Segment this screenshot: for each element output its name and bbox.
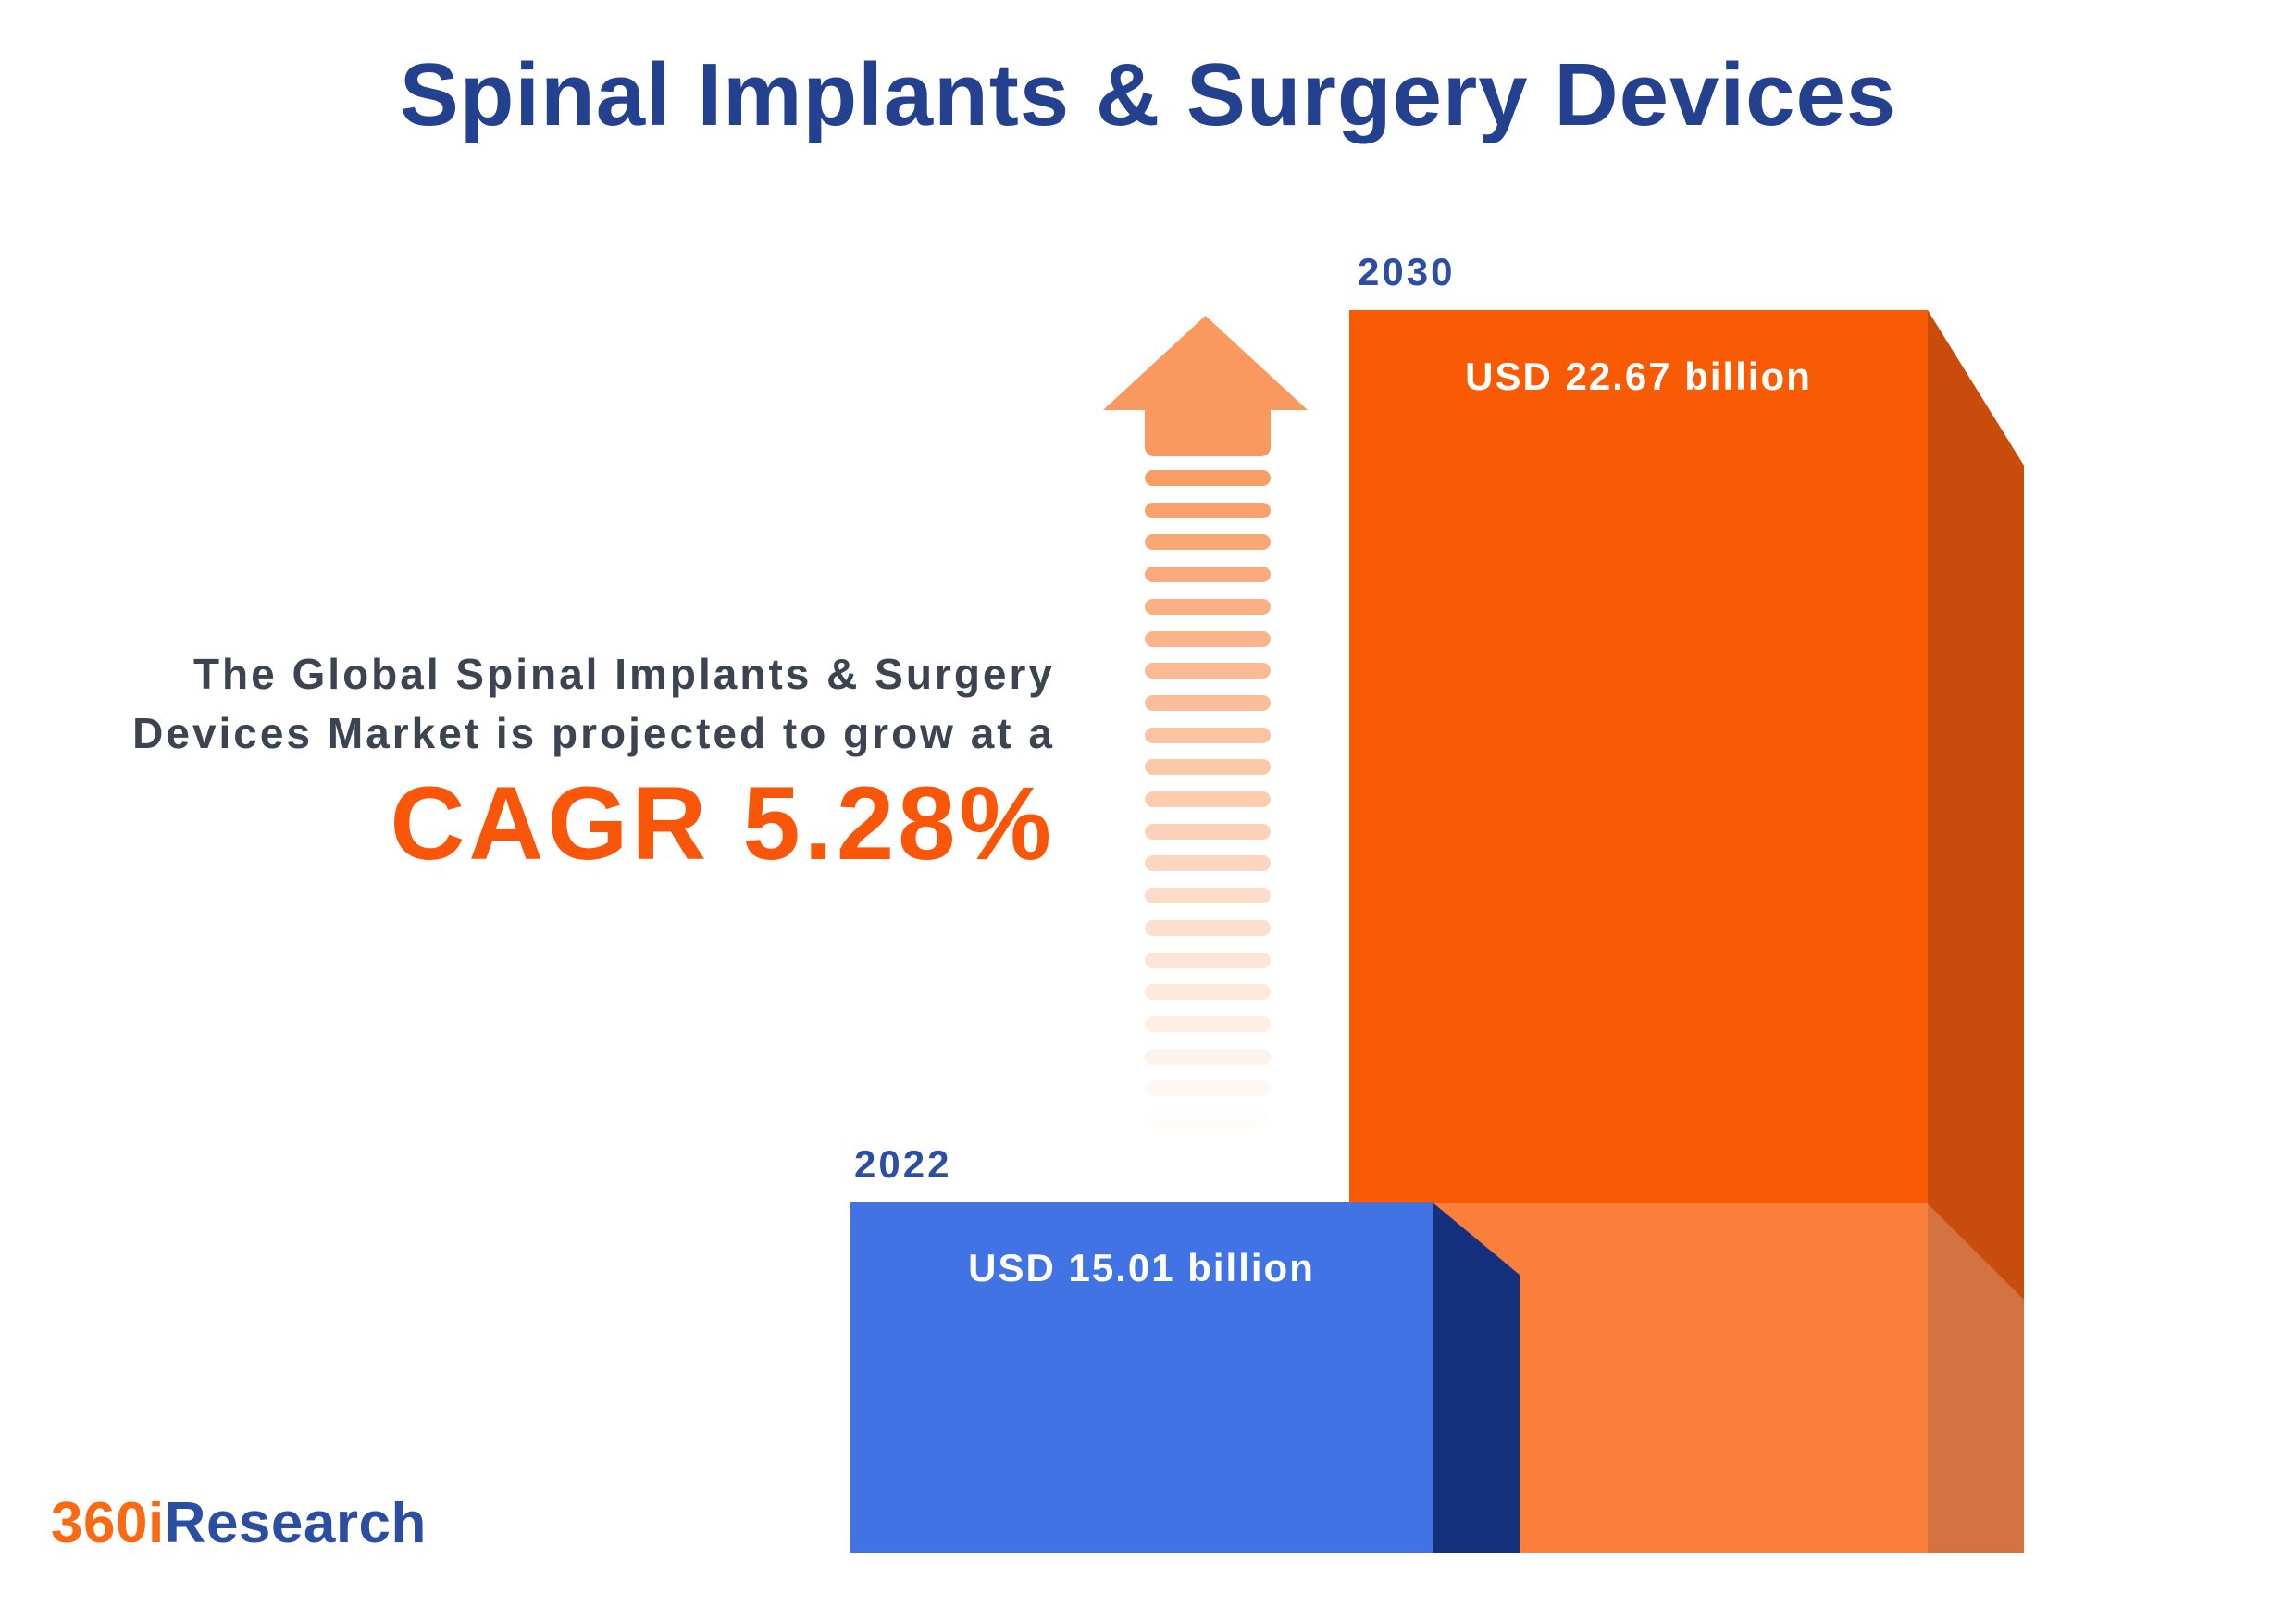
growth-arrow-dash [1145,888,1271,904]
growth-arrow-dash [1145,694,1271,711]
growth-arrow-dash [1145,855,1271,872]
growth-arrow-dash [1145,791,1271,807]
description-line-1: The Global Spinal Implants & Surgery [192,650,1055,698]
brand-logo: 360iResearch [51,1490,427,1556]
bar-2030-value-label: USD 22.67 billion [1465,355,1812,398]
brand-logo-360i: 360i [51,1491,165,1555]
growth-arrow-dash [1145,1080,1271,1097]
growth-arrow-icon [1103,316,1308,410]
growth-arrow-dash [1145,567,1271,583]
page-title: Spinal Implants & Surgery Devices [399,45,1897,144]
description-line-2: Devices Market is projected to grow at a [132,709,1055,757]
bar-2022-year-label: 2022 [854,1142,952,1186]
growth-arrow-dash [1145,823,1271,840]
growth-arrow-dash [1145,534,1271,551]
growth-arrow-dash [1145,1113,1271,1128]
brand-logo-research: Research [164,1491,427,1555]
market-description: The Global Spinal Implants & Surgery Dev… [19,644,1055,879]
bar-2022 [850,1202,1433,1553]
growth-arrow-dash [1145,630,1271,647]
growth-arrow-dash [1145,984,1271,1001]
growth-arrow-dash [1145,502,1271,518]
growth-arrow-dash [1145,1015,1271,1032]
bar-2030-side [1928,310,2024,1553]
growth-arrow-dash [1145,470,1271,486]
growth-arrow-dash [1145,952,1271,968]
growth-arrow-dash [1145,919,1271,936]
cagr-value: CAGR 5.28% [390,766,1055,881]
growth-arrow-neck [1145,408,1271,456]
growth-arrow-dash [1145,598,1271,615]
growth-arrow-dash [1145,759,1271,776]
bar-2022-value-label: USD 15.01 billion [968,1246,1315,1289]
growth-arrow-dash [1145,1048,1271,1065]
growth-arrow-dash [1145,727,1271,743]
bar-2030-year-label: 2030 [1358,250,1456,293]
growth-arrow-dash [1145,663,1271,679]
